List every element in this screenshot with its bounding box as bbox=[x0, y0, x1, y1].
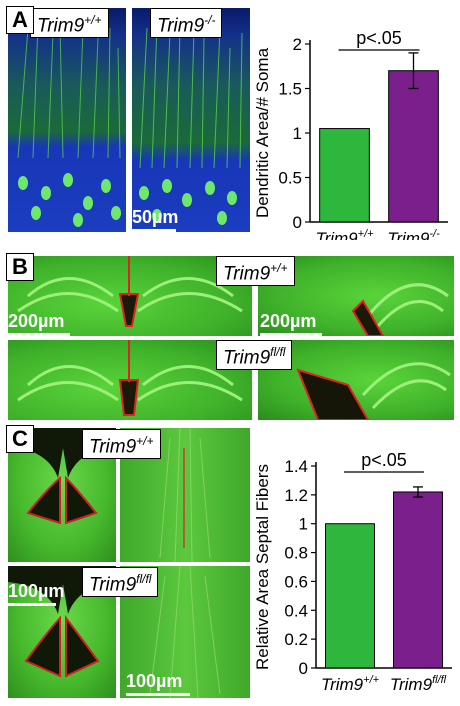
y-tick-label: 0 bbox=[299, 659, 308, 678]
y-tick-label: 0.2 bbox=[284, 630, 308, 649]
genotype-text: Trim9 bbox=[37, 15, 85, 37]
y-tick-label: 0.8 bbox=[284, 544, 308, 563]
scale-bar-label: 200µm bbox=[8, 311, 65, 331]
y-tick-label: 0.6 bbox=[284, 572, 308, 591]
genotype-text: Trim9 bbox=[157, 15, 205, 37]
x-tick-label-base: Trim9 bbox=[387, 229, 430, 240]
scale-bar-line bbox=[8, 603, 56, 606]
x-tick-label-superscript: -/- bbox=[429, 228, 440, 240]
scale-bar-b-left: 200µm bbox=[8, 308, 78, 336]
genotype-sup: fl/fl bbox=[270, 345, 286, 359]
x-tick-label: Trim9+/+ bbox=[315, 228, 374, 240]
genotype-label-a-right: Trim9-/- bbox=[150, 8, 223, 39]
x-tick-label: Trim9+/+ bbox=[321, 674, 380, 694]
significance-label: p<.05 bbox=[356, 28, 402, 48]
x-tick-label-superscript: +/+ bbox=[363, 674, 379, 686]
panel-letter-b: B bbox=[6, 253, 34, 281]
micrograph-c-knockout-overview bbox=[8, 566, 116, 698]
scale-bar-line bbox=[8, 333, 70, 336]
x-tick-label-superscript: fl/fl bbox=[432, 674, 447, 686]
scale-bar-label: 200µm bbox=[260, 311, 317, 331]
scale-bar-line bbox=[260, 333, 322, 336]
y-tick-label: 0 bbox=[293, 213, 302, 232]
x-tick-label: Trim9-/- bbox=[387, 228, 440, 240]
genotype-label-c-top: Trim9+/+ bbox=[82, 429, 161, 460]
y-tick-label: 1.2 bbox=[284, 486, 308, 505]
x-tick-label: Trim9fl/fl bbox=[390, 674, 447, 694]
scale-bar-label: 100µm bbox=[126, 671, 183, 691]
genotype-sup: fl/fl bbox=[136, 572, 152, 586]
genotype-label-a-left: Trim9+/+ bbox=[30, 8, 109, 39]
genotype-sup: -/- bbox=[204, 13, 216, 27]
genotype-label-c-bottom: Trim9fl/fl bbox=[82, 567, 159, 598]
scale-bar-b-right: 200µm bbox=[260, 308, 330, 336]
bar bbox=[319, 128, 370, 223]
genotype-sup: +/+ bbox=[136, 434, 154, 448]
genotype-label-b-top: Trim9+/+ bbox=[216, 256, 295, 287]
genotype-text: Trim9 bbox=[223, 263, 271, 285]
genotype-text: Trim9 bbox=[223, 347, 271, 369]
y-axis-label: Relative Area Septal Fibers bbox=[253, 464, 272, 670]
genotype-sup: +/+ bbox=[84, 13, 102, 27]
scale-bar-label: 50µm bbox=[132, 207, 179, 227]
x-tick-label-base: Trim9 bbox=[321, 675, 364, 694]
genotype-sup: +/+ bbox=[270, 261, 288, 275]
chart-septal-fibers: 0 0.2 0.4 0.6 0.8 1 1.2 1.4 Relative Area Septal… bbox=[253, 450, 452, 694]
bar bbox=[393, 491, 443, 669]
scale-bar-a: 50µm bbox=[132, 206, 182, 232]
micrograph-b-knockout-coronal bbox=[8, 340, 252, 420]
y-tick-label: 1 bbox=[293, 124, 302, 143]
y-tick-label: 0.5 bbox=[278, 169, 302, 188]
y-tick-label: 0.4 bbox=[284, 601, 308, 620]
genotype-text: Trim9 bbox=[89, 436, 137, 458]
micrograph-b-wildtype-coronal bbox=[8, 256, 252, 336]
genotype-text: Trim9 bbox=[89, 574, 137, 596]
x-tick-label-base: Trim9 bbox=[390, 675, 433, 694]
y-tick-label: 1 bbox=[299, 515, 308, 534]
micrograph-a-knockout bbox=[132, 8, 250, 232]
x-tick-label-base: Trim9 bbox=[315, 229, 358, 240]
significance-label: p<.05 bbox=[361, 450, 407, 470]
scale-bar-line bbox=[126, 693, 190, 696]
panel-letter-c: C bbox=[6, 425, 34, 453]
y-tick-label: 1.4 bbox=[284, 457, 308, 476]
panel-letter-a: A bbox=[6, 6, 34, 34]
scale-bar-label: 100µm bbox=[8, 581, 65, 601]
scale-bar-c-left: 100µm bbox=[8, 580, 78, 606]
y-tick-label: 1.5 bbox=[278, 80, 302, 99]
y-tick-label: 2 bbox=[293, 35, 302, 54]
y-axis-label: Dendritic Area/# Soma bbox=[253, 47, 272, 218]
scale-bar-c-right: 100µm bbox=[126, 670, 196, 696]
bar bbox=[325, 523, 375, 669]
x-tick-label-superscript: +/+ bbox=[358, 228, 374, 240]
genotype-label-b-bottom: Trim9fl/fl bbox=[216, 340, 293, 371]
bar bbox=[388, 70, 439, 223]
micrograph-a-wildtype bbox=[8, 8, 126, 232]
scale-bar-line bbox=[132, 229, 176, 232]
